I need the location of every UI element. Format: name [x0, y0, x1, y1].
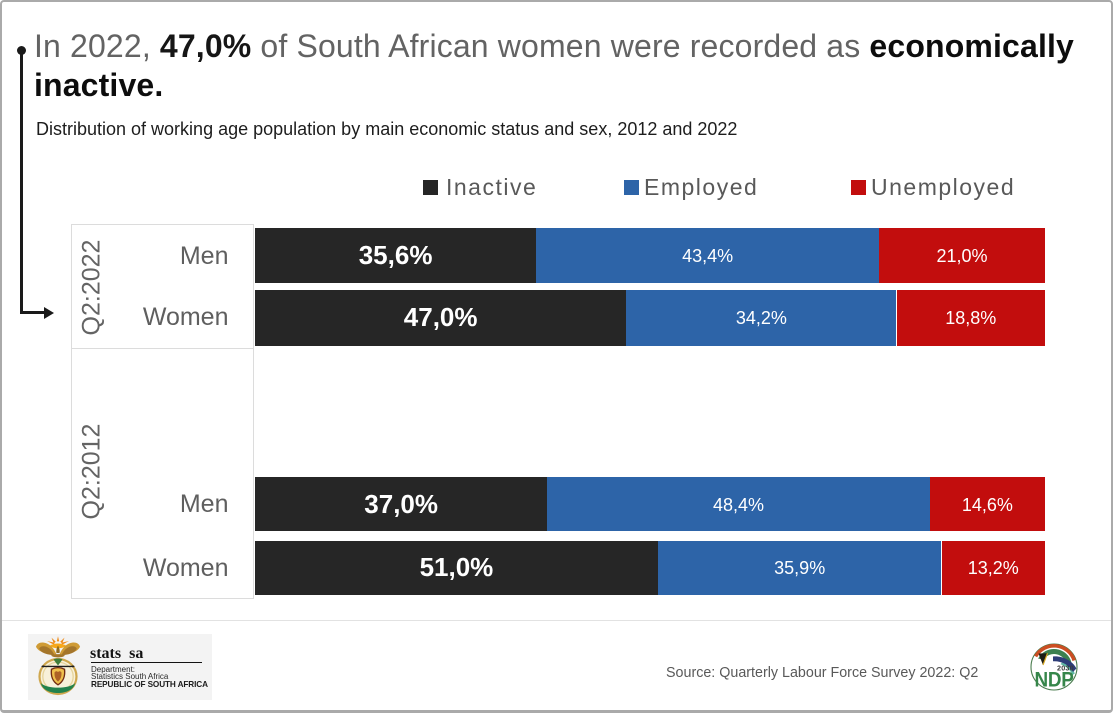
svg-text:2030: 2030	[1057, 664, 1074, 673]
svg-text:NDP: NDP	[1034, 669, 1073, 692]
